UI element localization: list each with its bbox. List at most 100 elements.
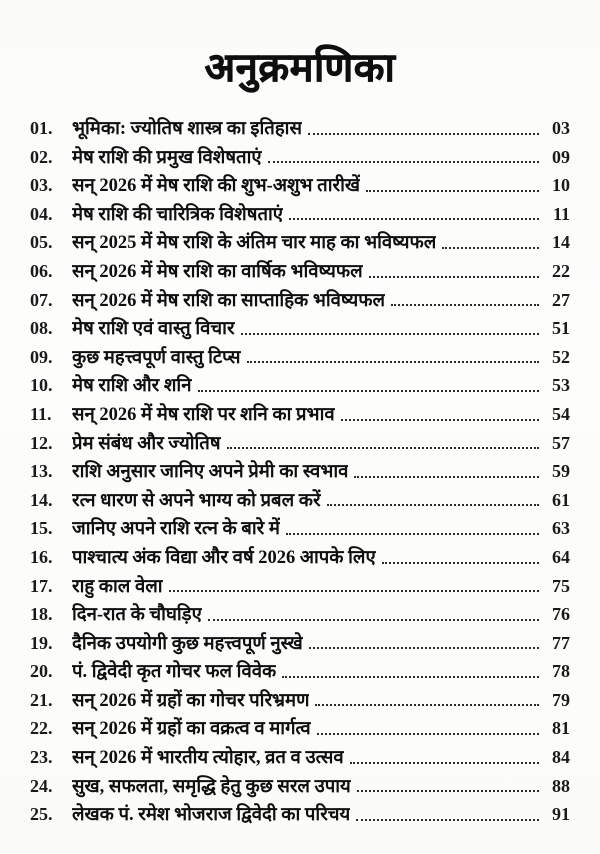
toc-entry-number: 18. xyxy=(30,604,53,625)
dotted-leader xyxy=(340,418,539,421)
toc-entry-title: मेष राशि और शनि xyxy=(72,376,192,397)
toc-entry-pagenumber: 09 xyxy=(552,146,570,167)
dotted-leader xyxy=(207,618,539,621)
toc-entry-pagenumber: 11 xyxy=(552,203,570,224)
toc-entry: 08. मेष राशि एवं वास्तु विचार 51 xyxy=(30,315,570,344)
toc-entry-title: राशि अनुसार जानिए अपने प्रेमी का स्वभाव xyxy=(72,462,349,483)
toc-entry: 22. सन् 2026 में ग्रहों का वक्रत्व व मार… xyxy=(30,715,570,744)
toc-entry: 12. प्रेम संबंध और ज्योतिष 57 xyxy=(30,430,570,459)
toc-entry-number: 12. xyxy=(30,432,53,453)
toc-entry-pagenumber: 59 xyxy=(552,461,570,482)
dotted-leader xyxy=(356,790,539,793)
toc-entry-pagenumber: 22 xyxy=(552,260,570,281)
toc-entry-number: 21. xyxy=(30,689,53,710)
dotted-leader xyxy=(308,647,539,650)
toc-entry: 23. सन् 2026 में भारतीय त्योहार, व्रत व … xyxy=(30,744,570,773)
toc-entry-number: 11. xyxy=(30,403,52,424)
toc-entry: 01. भूमिका: ज्योतिष शास्त्र का इतिहास 03 xyxy=(30,115,570,144)
toc-entry: 21. सन् 2026 में ग्रहों का गोचर परिभ्रमण… xyxy=(30,687,570,716)
toc-entry-number: 16. xyxy=(30,546,53,567)
toc-entry-title: सन् 2026 में ग्रहों का वक्रत्व व मार्गत्… xyxy=(72,719,311,740)
toc-entry: 09. कुछ महत्त्वपूर्ण वास्तु टिप्स 52 xyxy=(30,344,570,373)
toc-entry-pagenumber: 54 xyxy=(552,403,570,424)
toc-entry-title: सन् 2026 में मेष राशि का साप्ताहिक भविष्… xyxy=(72,290,386,311)
toc-entry-title: रत्न धारण से अपने भाग्य को प्रबल करें xyxy=(72,490,321,511)
toc-entry-title: सन् 2026 में ग्रहों का गोचर परिभ्रमण xyxy=(72,690,310,711)
toc-entry-number: 24. xyxy=(30,775,53,796)
toc-entry-number: 04. xyxy=(30,203,53,224)
toc-entry-number: 19. xyxy=(30,632,53,653)
dotted-leader xyxy=(316,733,539,736)
toc-entry-pagenumber: 77 xyxy=(552,632,570,653)
dotted-leader xyxy=(356,818,539,821)
toc-entry-title: मेष राशि की चारित्रिक विशेषताएं xyxy=(72,204,284,225)
toc-entry-title: दैनिक उपयोगी कुछ महत्त्वपूर्ण नुस्खे xyxy=(72,633,303,654)
toc-entry-pagenumber: 75 xyxy=(552,575,570,596)
toc-entry-title: प्रेम संबंध और ज्योतिष xyxy=(72,433,221,454)
toc-entry-number: 05. xyxy=(30,232,53,253)
toc-entry-title: लेखक पं. रमेश भोजराज द्विवेदी का परिचय xyxy=(72,805,351,826)
toc-entry-title: सन् 2026 में मेष राशि का वार्षिक भविष्यफ… xyxy=(72,261,363,282)
dotted-leader xyxy=(197,389,539,392)
toc-entry-number: 01. xyxy=(30,118,53,138)
dotted-leader xyxy=(315,704,539,707)
toc-entry-number: 10. xyxy=(30,375,53,396)
toc-entry-title: सुख, सफलता, समृद्धि हेतु कुछ सरल उपाय xyxy=(72,776,351,797)
toc-entry: 25. लेखक पं. रमेश भोजराज द्विवेदी का परि… xyxy=(30,801,570,830)
dotted-leader xyxy=(168,590,539,593)
toc-entry-pagenumber: 61 xyxy=(552,489,570,510)
toc-entry-number: 17. xyxy=(30,575,53,596)
toc-entry-number: 09. xyxy=(30,346,53,367)
dotted-leader xyxy=(282,675,539,678)
toc-entry-title: सन् 2026 में मेष राशि की शुभ-अशुभ तारीखे… xyxy=(72,176,360,197)
toc-entry: 18. दिन-रात के चौघड़िए 76 xyxy=(30,601,570,630)
dotted-leader xyxy=(368,275,539,278)
dotted-leader xyxy=(354,475,539,478)
toc-entry-title: राहु काल वेला xyxy=(72,576,163,597)
toc-entry-title: मेष राशि एवं वास्तु विचार xyxy=(72,319,235,340)
toc-entry-pagenumber: 81 xyxy=(552,718,570,739)
toc-entry-title: कुछ महत्त्वपूर्ण वास्तु टिप्स xyxy=(72,347,241,368)
toc-entry-pagenumber: 57 xyxy=(552,432,570,453)
toc-entry-title: सन् 2026 में मेष राशि पर शनि का प्रभाव xyxy=(72,404,335,425)
toc-entry-title: सन् 2026 में भारतीय त्योहार, व्रत व उत्स… xyxy=(72,748,344,769)
dotted-leader xyxy=(267,161,539,164)
toc-entry-pagenumber: 51 xyxy=(552,318,570,339)
toc-entry-number: 13. xyxy=(30,461,53,482)
toc-entry-title: मेष राशि की प्रमुख विशेषताएं xyxy=(72,147,262,168)
toc-entry-number: 14. xyxy=(30,489,53,510)
toc-entry: 15. जानिए अपने राशि रत्न के बारे में 63 xyxy=(30,515,570,544)
toc-entry-pagenumber: 84 xyxy=(552,747,570,768)
dotted-leader xyxy=(226,447,539,450)
toc-entry: 07. सन् 2026 में मेष राशि का साप्ताहिक भ… xyxy=(30,287,570,316)
dotted-leader xyxy=(240,332,539,335)
dotted-leader xyxy=(349,761,539,764)
toc-entry: 13. राशि अनुसार जानिए अपने प्रेमी का स्व… xyxy=(30,458,570,487)
dotted-leader xyxy=(391,304,539,307)
toc-entry: 24. सुख, सफलता, समृद्धि हेतु कुछ सरल उपा… xyxy=(30,773,570,802)
dotted-leader xyxy=(326,504,539,507)
toc-entry: 16. पाश्चात्य अंक विद्या और वर्ष 2026 आप… xyxy=(30,544,570,573)
dotted-leader xyxy=(366,189,539,192)
toc-entry-pagenumber: 27 xyxy=(552,289,570,310)
toc-entry-number: 20. xyxy=(30,661,53,682)
toc-entry-number: 06. xyxy=(30,260,53,281)
dotted-leader xyxy=(246,361,539,364)
toc-entry: 05. सन् 2025 में मेष राशि के अंतिम चार म… xyxy=(30,229,570,258)
toc-entry-title: भूमिका: ज्योतिष शास्त्र का इतिहास xyxy=(72,119,302,139)
toc-entry-pagenumber: 64 xyxy=(552,546,570,567)
toc-entry-pagenumber: 14 xyxy=(552,232,570,253)
page-title: अनुक्रमणिका xyxy=(204,45,396,91)
toc-entry: 10. मेष राशि और शनि 53 xyxy=(30,372,570,401)
toc-entry-number: 03. xyxy=(30,175,53,196)
toc-entry-title: जानिए अपने राशि रत्न के बारे में xyxy=(72,519,280,540)
toc-entry: 14. रत्न धारण से अपने भाग्य को प्रबल करे… xyxy=(30,487,570,516)
toc-list: 01. भूमिका: ज्योतिष शास्त्र का इतिहास 03… xyxy=(30,115,570,830)
toc-entry-pagenumber: 10 xyxy=(552,175,570,196)
dotted-leader xyxy=(289,218,539,221)
toc-entry: 03. सन् 2026 में मेष राशि की शुभ-अशुभ ता… xyxy=(30,172,570,201)
toc-entry-number: 08. xyxy=(30,318,53,339)
dotted-leader xyxy=(307,132,539,135)
toc-entry-title: सन् 2025 में मेष राशि के अंतिम चार माह क… xyxy=(72,233,437,254)
toc-entry-title: पाश्चात्य अंक विद्या और वर्ष 2026 आपके ल… xyxy=(72,547,376,568)
